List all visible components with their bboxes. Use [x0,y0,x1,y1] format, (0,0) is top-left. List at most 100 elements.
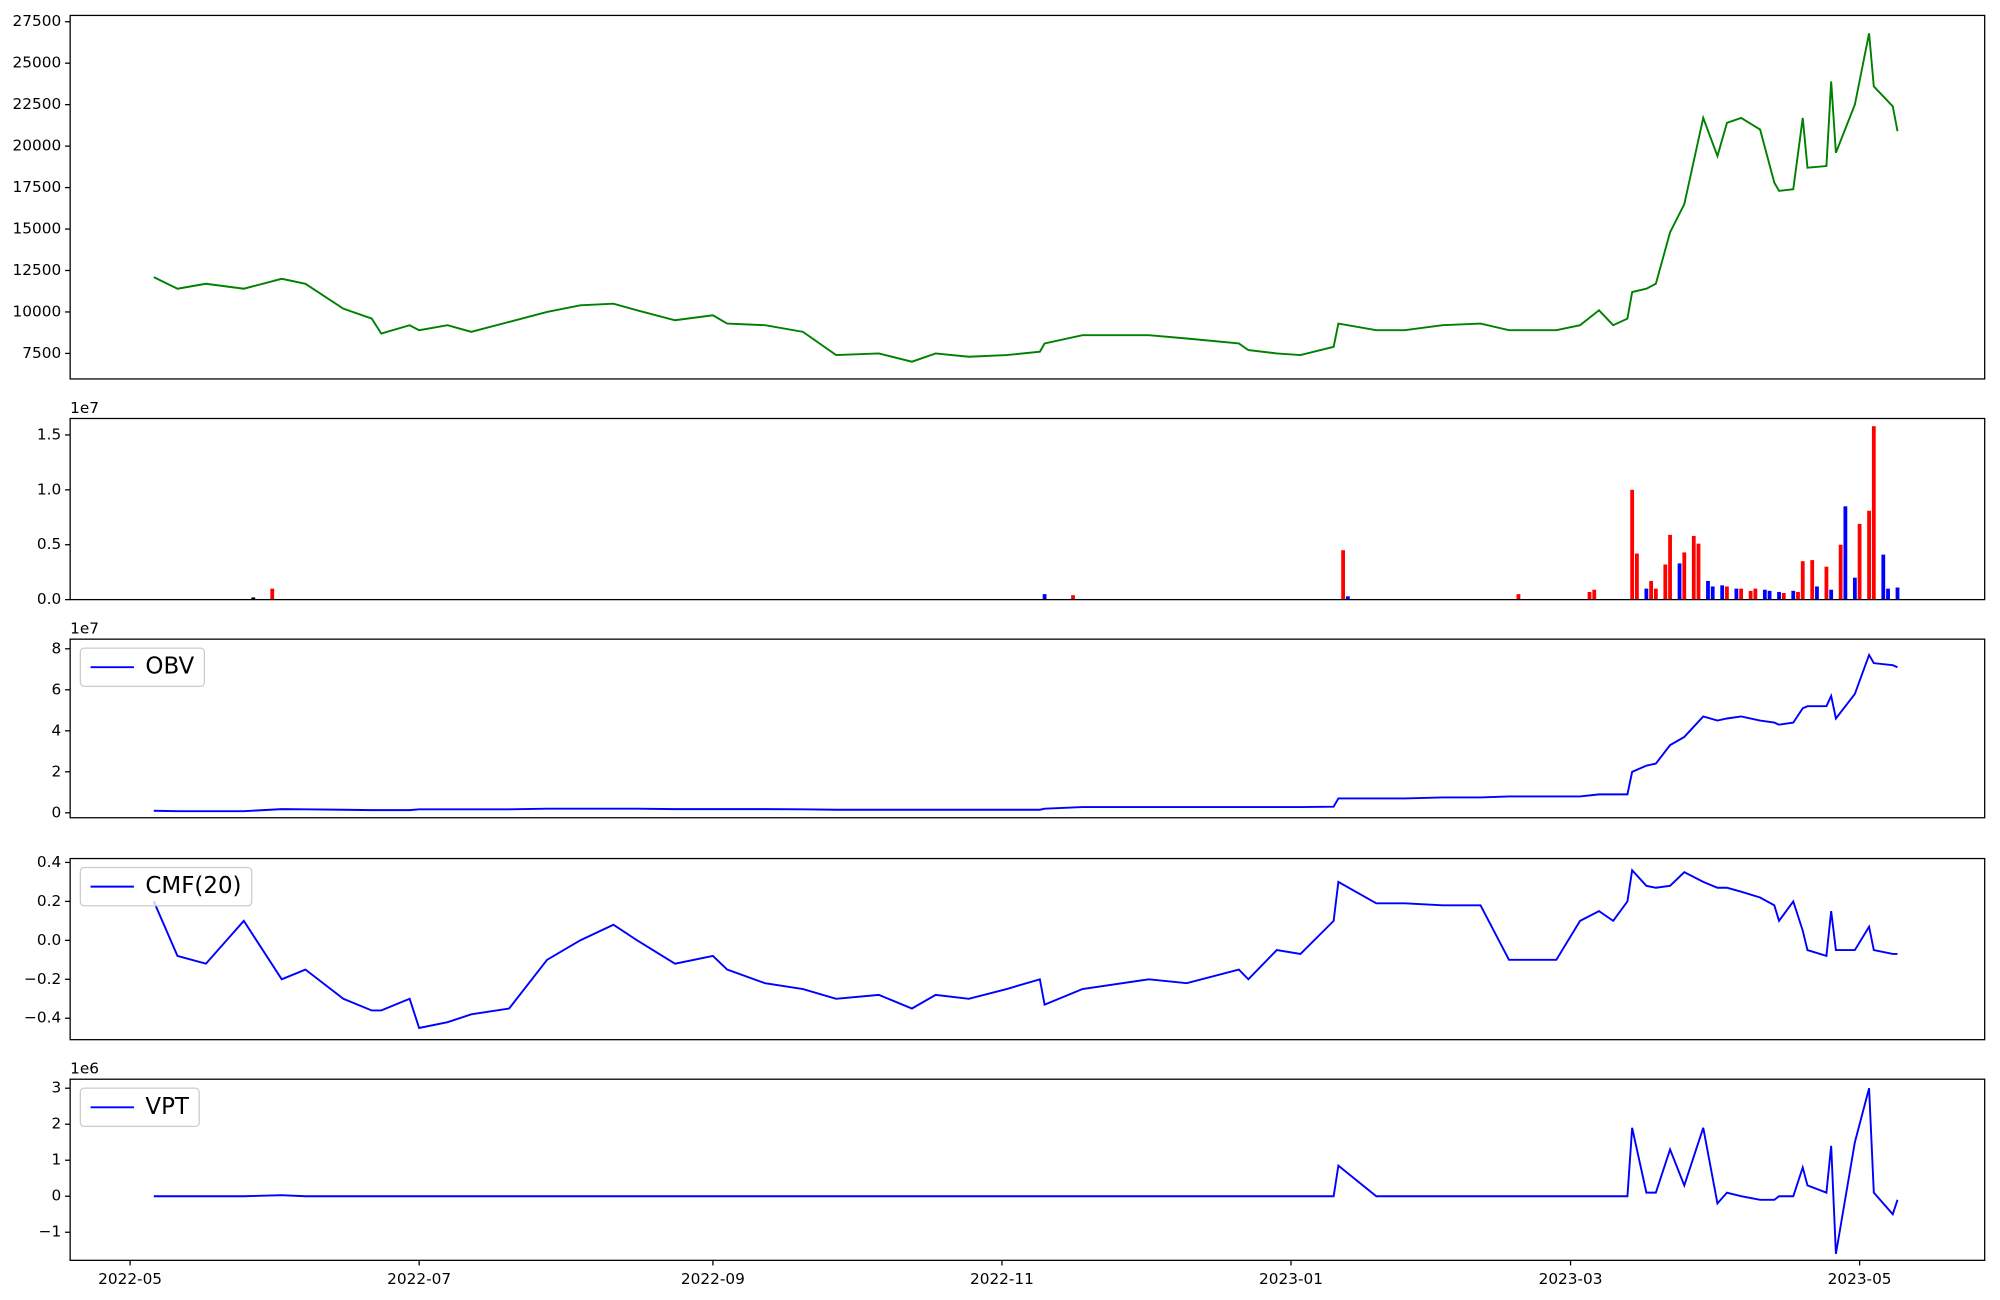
volume-bar [1829,589,1834,600]
volume-bar [1838,544,1843,600]
y-tick-label: 2 [51,762,61,780]
volume-bar [1653,588,1658,600]
volume-bar [1720,585,1725,600]
y-tick-label: 15000 [13,220,62,238]
y-tick-label: 7500 [22,344,61,362]
volume-bar [1341,550,1346,600]
volume-bar [1762,589,1767,600]
volume-bar [1516,594,1521,600]
y-tick-label: 2 [51,1115,61,1133]
price-line [153,33,1899,363]
y-tick-label: 0.5 [37,535,61,553]
y-tick-label: 0.0 [37,931,61,949]
volume-bar [1696,543,1701,600]
volume-bar [1691,535,1696,600]
volume-bar [1587,591,1592,600]
x-tick-label: 2023-05 [1828,1270,1892,1288]
legend-label: CMF(20) [145,873,241,899]
offset-label: 1e7 [70,399,99,417]
volume-bar [1753,588,1758,600]
legend-box [79,647,206,687]
volume-bar [1592,589,1597,600]
y-tick-label: −1 [39,1223,62,1241]
axes-frame [69,857,1986,1041]
volume-bar [1748,590,1753,600]
offset-label: 1e7 [70,619,99,637]
volume-bar [1810,560,1815,600]
volume-bar [1630,489,1635,600]
y-tick-label: 1.0 [37,480,61,498]
y-tick-label: 12500 [13,261,62,279]
y-tick-label: 1.5 [37,425,61,443]
legend-box [79,1087,200,1128]
axes-frame [69,638,1986,819]
volume-bar [1644,588,1649,600]
series-line [152,868,1898,1030]
y-tick-label: 0 [51,1187,61,1205]
axes-frame [69,1078,1986,1261]
volume-bar [1843,506,1848,600]
y-tick-label: 3 [51,1079,61,1097]
y-tick-label: −0.4 [24,1009,61,1027]
volume-bar [1345,596,1350,600]
y-tick-label: 25000 [13,54,62,72]
volume-bar [251,597,256,600]
volume-bar [1682,552,1687,600]
legend-label: OBV [145,654,194,680]
y-tick-label: 0 [51,803,61,821]
volume-bar [1867,510,1871,600]
offset-label: 1e6 [70,1060,99,1078]
y-tick-label: 20000 [13,137,62,155]
volume-bar [1767,590,1772,600]
y-tick-label: 10000 [13,302,62,320]
volume-bar [1725,586,1729,600]
legend-box [79,866,253,907]
volume-bar [270,588,275,600]
volume-bar [1857,523,1862,600]
x-tick-label: 2023-01 [1259,1270,1323,1288]
y-tick-label: 1 [51,1151,61,1169]
y-tick-label: 6 [51,680,61,698]
volume-bar [1668,534,1672,600]
series-line [153,652,1898,813]
volume-bar [1781,593,1786,600]
volume-bar [1777,591,1781,600]
volume-bar [1800,561,1805,600]
axes-frame [69,417,1986,601]
volume-bar [1677,563,1682,600]
volume-bar [1734,588,1739,600]
volume-bar [1706,580,1710,600]
volume-bar [1791,590,1796,600]
y-tick-label: 22500 [13,95,62,113]
volume-bar [1824,566,1829,600]
volume-bar [1796,591,1800,600]
legend-label: VPT [145,1094,190,1120]
volume-bar [1042,594,1047,600]
volume-bar [1663,564,1668,600]
axes-frame [69,14,1986,380]
volume-bar [1871,426,1876,600]
volume-bar [1815,586,1819,600]
series-line [153,1087,1899,1255]
volume-bar [1886,588,1890,600]
volume-bar [1881,554,1886,600]
y-tick-label: 17500 [13,178,62,196]
volume-bar [1071,595,1075,600]
volume-bar [1635,553,1639,600]
y-tick-label: −0.2 [24,970,61,988]
volume-bar [1649,580,1654,600]
volume-bar [1710,586,1715,600]
x-tick-label: 2022-07 [387,1270,451,1288]
x-tick-label: 2022-09 [681,1270,745,1288]
y-tick-label: 8 [51,639,61,657]
y-tick-label: 0.2 [37,892,61,910]
volume-bar [1895,587,1900,600]
y-tick-label: 4 [51,721,61,739]
volume-bar [1852,577,1857,600]
y-tick-label: 0.0 [37,590,61,608]
x-tick-label: 2022-11 [970,1270,1034,1288]
x-tick-label: 2023-03 [1539,1270,1603,1288]
volume-bar [1739,588,1744,600]
y-tick-label: 0.4 [37,853,61,871]
